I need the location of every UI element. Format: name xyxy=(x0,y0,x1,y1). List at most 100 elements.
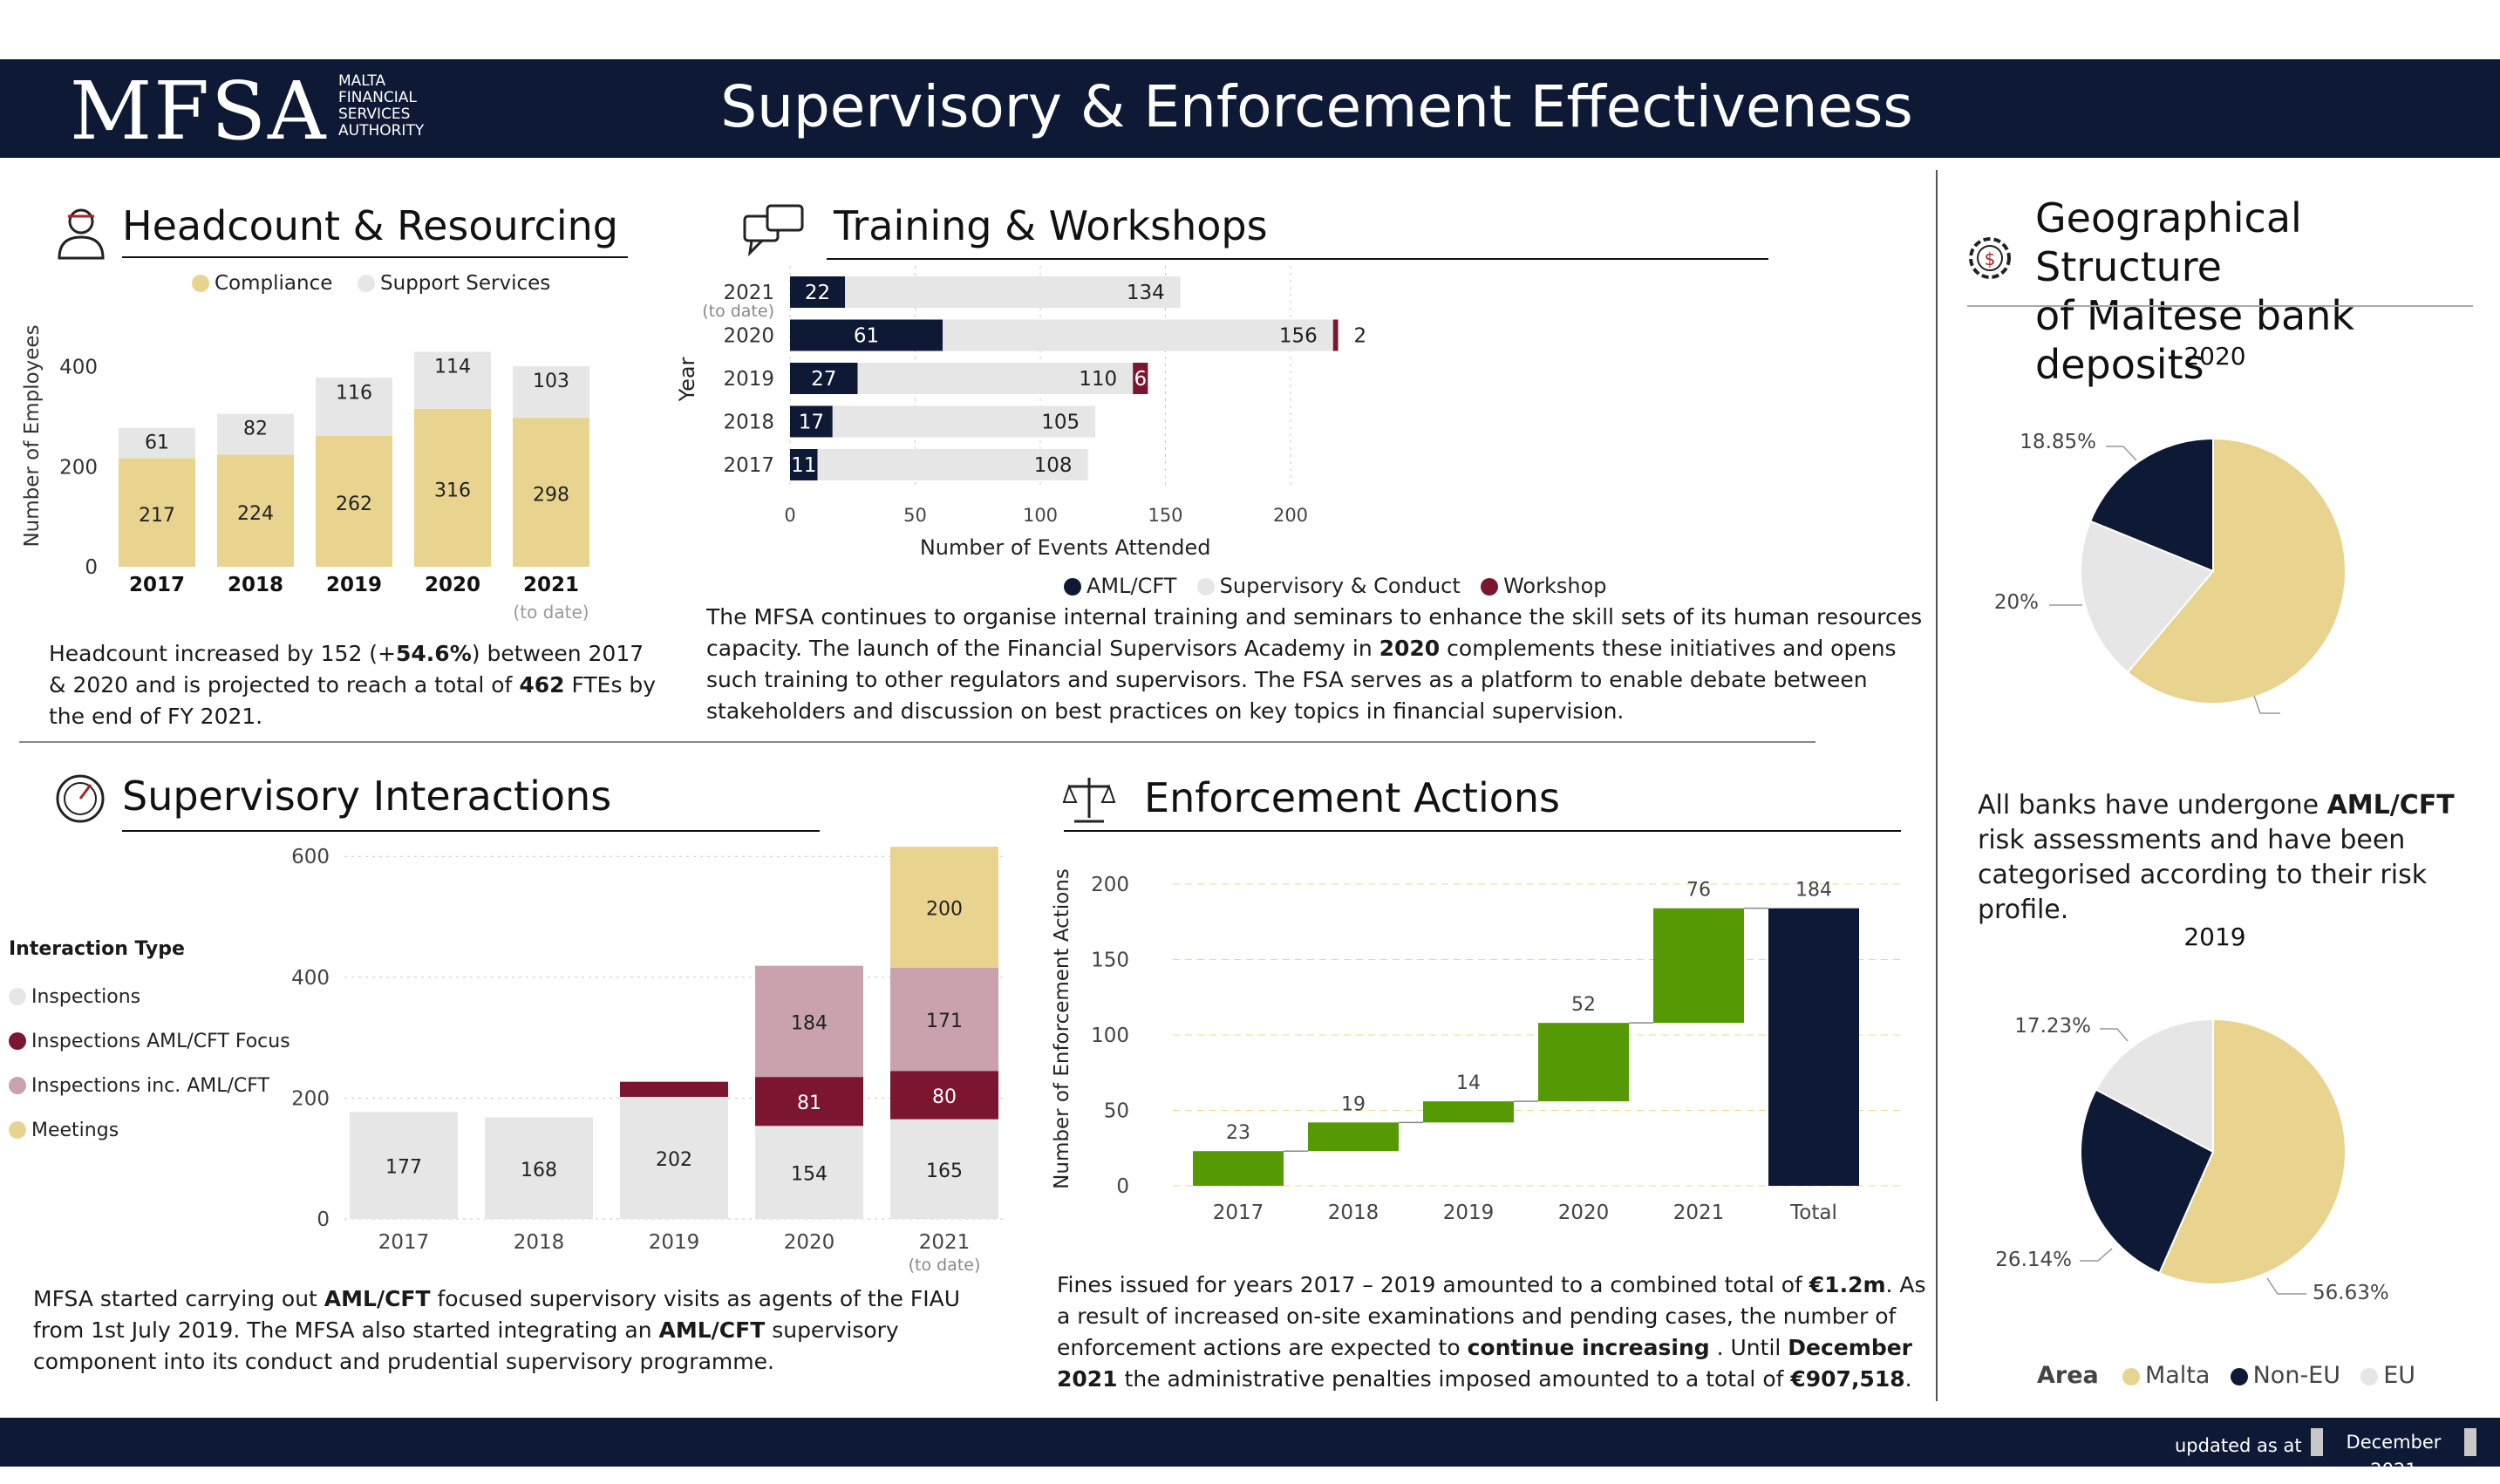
bar-value-label: 154 xyxy=(791,1164,828,1186)
legend-amlcft-icon xyxy=(1064,578,1081,596)
training-underline xyxy=(827,258,1768,260)
bar-supervisory-conduct-2019 xyxy=(857,363,1134,394)
pie-slice-label: 56.63% xyxy=(2313,1282,2389,1304)
bar-inspections-2020 xyxy=(755,1126,863,1219)
bar-value-label: 19 xyxy=(1341,1093,1366,1115)
pie-slice-malta xyxy=(2158,1018,2347,1285)
y-tick-label-0: 0 xyxy=(1116,1175,1129,1198)
y-tick-label-1: 50 xyxy=(1104,1100,1129,1123)
legend-inspections-label: Inspections xyxy=(31,986,141,1008)
bar-aml-cft-2017 xyxy=(790,449,818,480)
legend-meetings-label: Meetings xyxy=(31,1120,119,1141)
x-tick-label-4: 200 xyxy=(1273,505,1308,526)
x-tick-label-2019: 2019 xyxy=(1443,1201,1495,1224)
y-tick-label-3: 600 xyxy=(291,846,330,868)
x-tick-label-Total: Total xyxy=(1789,1201,1837,1224)
x-tick-label-2019: 2019 xyxy=(649,1231,700,1254)
interactions-chart: 0 200 400 600 177 2017 168 2018 202 2019 154 81 184 2… xyxy=(291,846,1003,1275)
headcount-underline xyxy=(122,256,628,258)
x-tick-label-2019: 2019 xyxy=(326,574,382,596)
header-bar xyxy=(0,59,2500,158)
waterfall-bar-Total xyxy=(1768,908,1859,1186)
waterfall-bar-2019 xyxy=(1423,1101,1514,1123)
legend-meetings-icon xyxy=(9,1121,26,1139)
bar-value-label: 316 xyxy=(434,480,471,501)
bar-value-label: 52 xyxy=(1571,994,1596,1016)
bar-supervisory-conduct-2017 xyxy=(817,449,1088,480)
legend-aml-focus-icon xyxy=(9,1032,26,1050)
speech-bubbles-icon xyxy=(743,204,804,256)
pie-slice-label: 26.14% xyxy=(1995,1249,2072,1271)
headcount-text: Headcount increased by 152 (+54.6%) betw… xyxy=(49,641,657,729)
legend-malta-label: Malta xyxy=(2144,1362,2210,1389)
bar-workshop-2020 xyxy=(1332,319,1339,351)
to-date-note: (to date) xyxy=(702,302,774,321)
bar-compliance-2020 xyxy=(414,408,491,567)
mfsa-logo: MFSA xyxy=(70,65,328,158)
y-tick-label-2: 400 xyxy=(59,357,98,379)
legend-eu-icon xyxy=(2360,1368,2379,1385)
x-tick-label-2020: 2020 xyxy=(784,1231,835,1254)
vertical-divider xyxy=(1936,170,1938,1401)
pie-chart-2019: 2019 56.63% 26.14% 17.23% xyxy=(1995,922,2389,1304)
bar-value-label: 2 xyxy=(1354,325,1367,348)
bar-value-label: 23 xyxy=(1226,1122,1250,1144)
y-axis-label: Year xyxy=(675,357,699,402)
pie-slice-non-eu xyxy=(2080,1088,2215,1275)
bar-value-label: 61 xyxy=(854,325,879,348)
y-tick-label-2018: 2018 xyxy=(723,412,774,434)
geo-underline xyxy=(1967,305,2473,307)
interaction-legend: Inspections Inspections AML/CFT Focus In… xyxy=(9,975,290,1153)
pie-title: 2019 xyxy=(2183,922,2245,951)
bar-meetings-2021 xyxy=(890,847,998,968)
legend-inc-aml-label: Inspections inc. AML/CFT xyxy=(31,1075,269,1097)
waterfall-bar-2020 xyxy=(1538,1023,1629,1102)
legend-supervisory-label: Supervisory & Conduct xyxy=(1219,574,1461,598)
bar-value-label: 202 xyxy=(656,1149,692,1171)
y-tick-label-2021: 2021 xyxy=(723,282,774,304)
y-axis-label: Number of Employees xyxy=(21,324,44,547)
bar-value-label: 184 xyxy=(791,1012,828,1034)
waterfall-bar-2018 xyxy=(1308,1122,1399,1152)
y-tick-label-3: 150 xyxy=(1091,950,1129,972)
bar-inspections-aml-cft-focus-2020 xyxy=(755,1077,863,1127)
date-filter[interactable]: December 2021 xyxy=(2311,1428,2476,1481)
updated-label: updated as at xyxy=(2175,1435,2302,1456)
bar-value-label: 168 xyxy=(521,1160,557,1181)
legend-noneu-label: Non-EU xyxy=(2252,1362,2341,1389)
geo-text: All banks have undergone AML/CFT risk as… xyxy=(1978,790,2455,925)
y-axis-label: Number of Enforcement Actions xyxy=(1051,868,1073,1189)
bar-value-label: 184 xyxy=(1795,880,1832,902)
bar-support-services-2020 xyxy=(414,351,491,409)
bar-inspections-aml-cft-focus-2019 xyxy=(620,1081,728,1098)
x-tick-label-2021: 2021 xyxy=(1673,1201,1725,1224)
pie-slice-malta xyxy=(2126,437,2347,705)
bar-supervisory-conduct-2020 xyxy=(943,319,1333,351)
bar-value-label: 81 xyxy=(797,1093,821,1114)
legend-support-icon xyxy=(358,275,376,292)
legend-eu-label: EU xyxy=(2383,1362,2416,1389)
geo-legend: Area Malta Non-EU EU xyxy=(2037,1362,2415,1389)
legend-supervisory-icon xyxy=(1196,578,1215,596)
enforcement-underline xyxy=(1064,830,1901,832)
y-tick-label-0: 0 xyxy=(317,1208,330,1231)
bar-inspections-2018 xyxy=(485,1117,593,1219)
bar-value-label: 217 xyxy=(139,505,175,527)
bar-value-label: 103 xyxy=(533,371,569,392)
x-tick-label-3: 150 xyxy=(1148,505,1182,526)
legend-inspections-icon xyxy=(9,988,26,1005)
bar-aml-cft-2021 xyxy=(790,276,846,308)
legend-malta-icon xyxy=(2122,1368,2140,1385)
bar-inspections-2017 xyxy=(350,1112,458,1219)
pie-slice-label: 18.85% xyxy=(2020,431,2096,453)
y-tick-label-4: 200 xyxy=(1091,874,1129,896)
interactions-text: MFSA started carrying out AML/CFT focuse… xyxy=(33,1286,961,1374)
x-tick-label-2021: 2021 xyxy=(523,574,579,596)
to-date-note: (to date) xyxy=(909,1256,981,1275)
bar-aml-cft-2019 xyxy=(790,363,858,394)
bar-inspections-inc-aml-cft-2021 xyxy=(890,967,998,1072)
scales-icon xyxy=(1062,778,1116,823)
bar-support-services-2017 xyxy=(119,427,195,459)
pie-leader-line xyxy=(2100,1028,2129,1042)
